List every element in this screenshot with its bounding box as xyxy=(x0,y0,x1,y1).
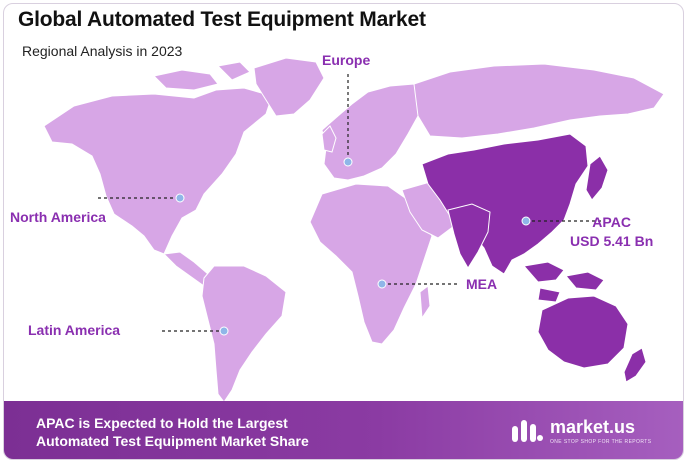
footer-line-1: APAC is Expected to Hold the Largest xyxy=(36,415,288,431)
southeast-asia-islands xyxy=(523,261,605,303)
apac-value: USD 5.41 Bn xyxy=(570,233,654,249)
north-america-marker xyxy=(175,193,185,203)
page-subtitle: Regional Analysis in 2023 xyxy=(22,43,183,59)
footer-banner xyxy=(4,401,683,459)
north-america-label: North America xyxy=(10,209,106,225)
mea-marker xyxy=(377,279,387,289)
apac-name: APAC xyxy=(592,214,631,230)
south-america-landmass xyxy=(201,265,287,403)
market-us-logo-icon xyxy=(512,420,543,442)
japan-landmass xyxy=(585,155,609,201)
madagascar-landmass xyxy=(419,285,431,320)
world-map xyxy=(43,57,665,403)
mea-label: MEA xyxy=(466,276,498,292)
europe-marker xyxy=(343,157,353,167)
australia-landmass xyxy=(537,295,629,369)
apac-marker xyxy=(521,216,531,226)
page-title: Global Automated Test Equipment Market xyxy=(18,8,426,31)
new-zealand-landmass xyxy=(623,347,647,383)
russia-landmass xyxy=(413,63,665,139)
europe-landmass xyxy=(321,83,425,181)
brand-block: market.us ONE STOP SHOP FOR THE REPORTS xyxy=(510,414,651,448)
apac-mainland xyxy=(421,133,589,275)
brand-tagline: ONE STOP SHOP FOR THE REPORTS xyxy=(550,439,652,445)
canada-islands xyxy=(152,61,251,91)
india-landmass xyxy=(447,203,491,269)
brand-name: market.us xyxy=(550,417,636,437)
north-america-landmass xyxy=(43,87,273,255)
footer-line-2: Automated Test Equipment Market Share xyxy=(36,433,309,449)
latin-america-marker xyxy=(219,326,229,336)
uk-landmass xyxy=(321,125,337,153)
infographic-card: Global Automated Test Equipment Market R… xyxy=(3,3,684,460)
latin-america-label: Latin America xyxy=(28,322,121,338)
footer-headline: APAC is Expected to Hold the Largest Aut… xyxy=(36,414,309,450)
apac-label: APAC USD 5.41 Bn xyxy=(570,213,653,251)
greenland-landmass xyxy=(253,57,325,117)
europe-label: Europe xyxy=(322,52,371,68)
